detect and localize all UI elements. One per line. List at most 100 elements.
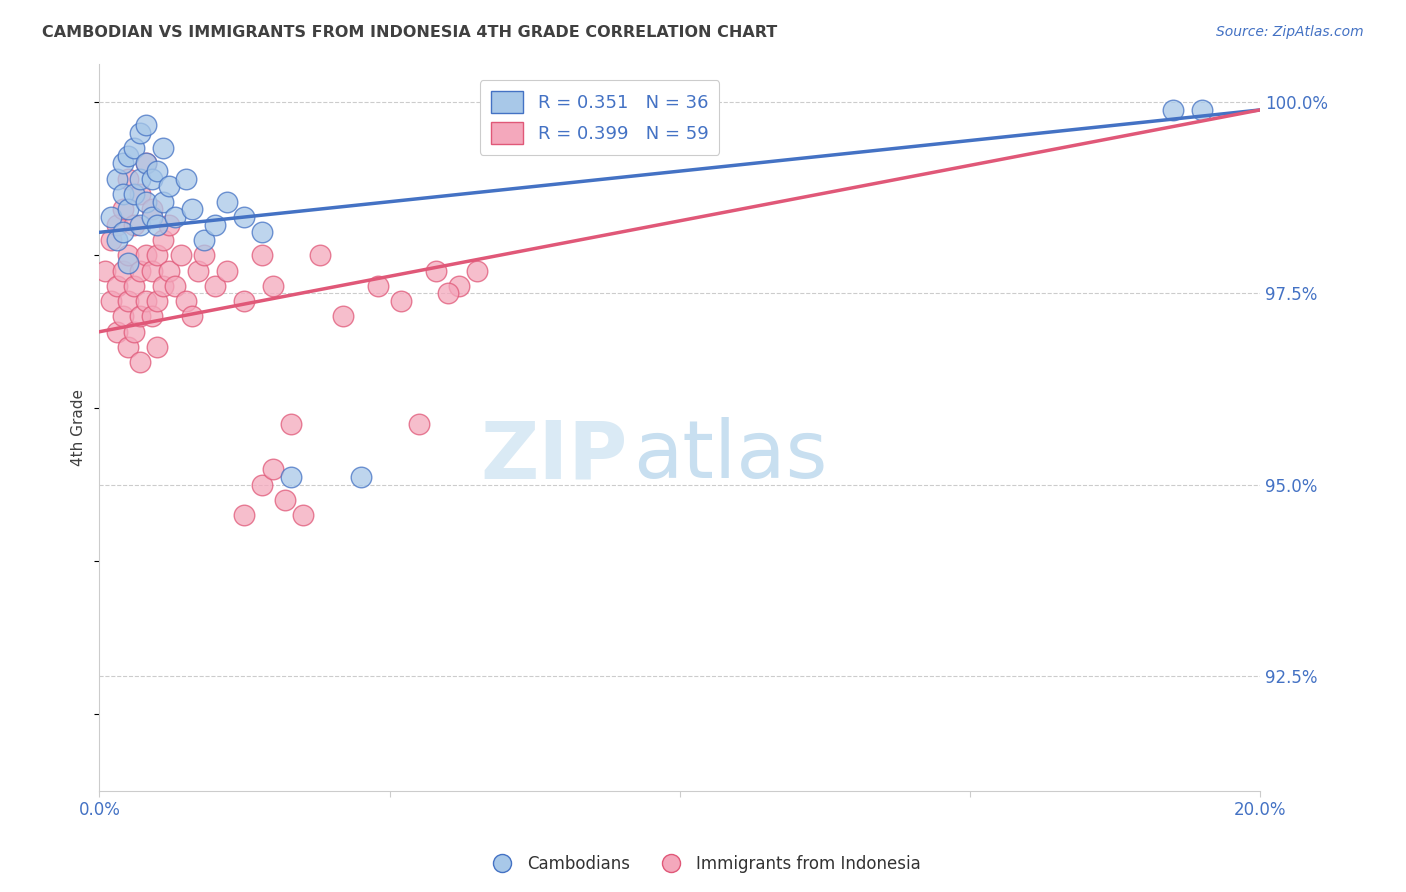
Point bbox=[152, 233, 174, 247]
Point bbox=[129, 126, 152, 140]
Point bbox=[187, 263, 209, 277]
Point bbox=[141, 202, 163, 217]
Point bbox=[280, 470, 302, 484]
Point bbox=[105, 278, 128, 293]
Point bbox=[129, 355, 152, 369]
Point bbox=[332, 310, 354, 324]
Point bbox=[146, 218, 169, 232]
Point bbox=[449, 278, 471, 293]
Point bbox=[100, 233, 122, 247]
Point bbox=[135, 118, 157, 132]
Point bbox=[105, 171, 128, 186]
Point bbox=[105, 325, 128, 339]
Point bbox=[117, 340, 139, 354]
Point bbox=[250, 477, 273, 491]
Point bbox=[1161, 103, 1184, 117]
Legend: R = 0.351   N = 36, R = 0.399   N = 59: R = 0.351 N = 36, R = 0.399 N = 59 bbox=[479, 80, 718, 155]
Point bbox=[204, 278, 226, 293]
Point bbox=[141, 210, 163, 224]
Text: Source: ZipAtlas.com: Source: ZipAtlas.com bbox=[1216, 25, 1364, 39]
Point bbox=[217, 194, 239, 209]
Point bbox=[135, 248, 157, 262]
Point bbox=[122, 141, 145, 155]
Legend: Cambodians, Immigrants from Indonesia: Cambodians, Immigrants from Indonesia bbox=[478, 848, 928, 880]
Point bbox=[141, 310, 163, 324]
Point bbox=[152, 278, 174, 293]
Point bbox=[146, 164, 169, 178]
Point bbox=[122, 278, 145, 293]
Point bbox=[117, 256, 139, 270]
Point bbox=[204, 218, 226, 232]
Point bbox=[436, 286, 458, 301]
Point bbox=[274, 493, 297, 508]
Point bbox=[163, 278, 186, 293]
Point bbox=[309, 248, 332, 262]
Point bbox=[233, 294, 256, 309]
Point bbox=[141, 171, 163, 186]
Point bbox=[233, 210, 256, 224]
Point bbox=[122, 187, 145, 202]
Point bbox=[135, 194, 157, 209]
Point bbox=[250, 248, 273, 262]
Point bbox=[117, 202, 139, 217]
Point bbox=[117, 248, 139, 262]
Point bbox=[129, 218, 152, 232]
Point bbox=[129, 171, 152, 186]
Point bbox=[193, 248, 215, 262]
Point bbox=[111, 263, 134, 277]
Point bbox=[152, 194, 174, 209]
Point bbox=[157, 218, 180, 232]
Point bbox=[157, 263, 180, 277]
Point bbox=[465, 263, 488, 277]
Point bbox=[181, 202, 204, 217]
Point bbox=[263, 278, 285, 293]
Point bbox=[233, 508, 256, 523]
Point bbox=[181, 310, 204, 324]
Point bbox=[152, 141, 174, 155]
Text: ZIP: ZIP bbox=[481, 417, 627, 495]
Text: CAMBODIAN VS IMMIGRANTS FROM INDONESIA 4TH GRADE CORRELATION CHART: CAMBODIAN VS IMMIGRANTS FROM INDONESIA 4… bbox=[42, 25, 778, 40]
Point bbox=[141, 263, 163, 277]
Point bbox=[129, 263, 152, 277]
Point bbox=[117, 171, 139, 186]
Point bbox=[117, 149, 139, 163]
Point bbox=[217, 263, 239, 277]
Point bbox=[263, 462, 285, 476]
Text: atlas: atlas bbox=[633, 417, 828, 495]
Point bbox=[129, 187, 152, 202]
Point bbox=[105, 233, 128, 247]
Point bbox=[169, 248, 191, 262]
Point bbox=[146, 248, 169, 262]
Point bbox=[122, 218, 145, 232]
Point bbox=[250, 225, 273, 239]
Point bbox=[105, 218, 128, 232]
Point bbox=[111, 187, 134, 202]
Point bbox=[146, 294, 169, 309]
Point bbox=[193, 233, 215, 247]
Point bbox=[176, 171, 198, 186]
Point bbox=[1191, 103, 1213, 117]
Point bbox=[291, 508, 314, 523]
Y-axis label: 4th Grade: 4th Grade bbox=[72, 389, 86, 466]
Point bbox=[135, 156, 157, 170]
Point bbox=[135, 156, 157, 170]
Point bbox=[157, 179, 180, 194]
Point bbox=[280, 417, 302, 431]
Point bbox=[163, 210, 186, 224]
Point bbox=[129, 310, 152, 324]
Point bbox=[425, 263, 447, 277]
Point bbox=[111, 310, 134, 324]
Point bbox=[367, 278, 389, 293]
Point bbox=[94, 263, 117, 277]
Point bbox=[111, 225, 134, 239]
Point bbox=[100, 210, 122, 224]
Point bbox=[176, 294, 198, 309]
Point bbox=[146, 340, 169, 354]
Point bbox=[349, 470, 371, 484]
Point bbox=[111, 202, 134, 217]
Point bbox=[135, 294, 157, 309]
Point bbox=[122, 325, 145, 339]
Point bbox=[100, 294, 122, 309]
Point bbox=[111, 156, 134, 170]
Point bbox=[408, 417, 430, 431]
